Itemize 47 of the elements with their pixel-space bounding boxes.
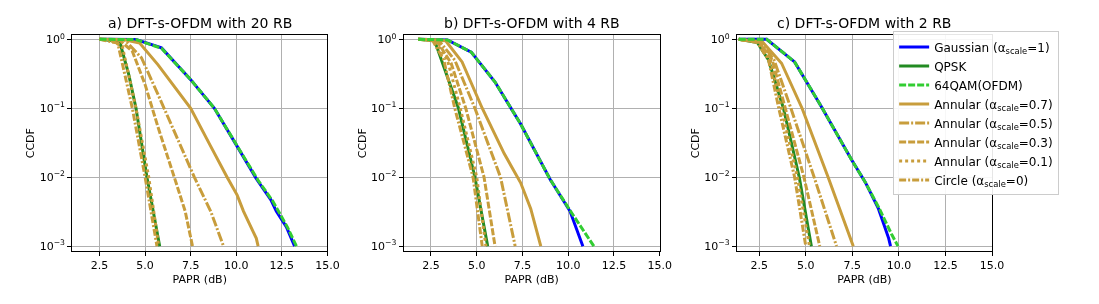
legend-label: Circle (α$_{scale}$=0) xyxy=(934,173,1029,190)
x-tick-label: 2.5 xyxy=(422,259,440,273)
x-tick-label: 15.0 xyxy=(979,259,1005,273)
x-tick-label: 7.5 xyxy=(843,259,862,273)
y-tick-label: 10$^{0}$ xyxy=(710,31,730,47)
y-tick-label: 10$^{−2}$ xyxy=(704,169,730,185)
y-tick-label: 10$^{−2}$ xyxy=(371,169,397,185)
y-tick-label: 10$^{−2}$ xyxy=(39,169,66,185)
y-tick-label: 10$^{0}$ xyxy=(377,31,397,47)
x-tick-label: 10.0 xyxy=(555,259,581,273)
y-tick-label: 10$^{−1}$ xyxy=(371,100,397,116)
chart-title: b) DFT-s-OFDM with 4 RB xyxy=(444,15,620,31)
x-tick-label: 12.5 xyxy=(933,259,958,273)
x-tick-label: 15.0 xyxy=(647,259,672,273)
y-tick-label: 10$^{−1}$ xyxy=(39,100,66,116)
y-tick-label: 10$^{−3}$ xyxy=(704,238,730,254)
y-axis-title: CCDF xyxy=(355,128,369,159)
x-tick-label: 2.5 xyxy=(90,259,109,273)
legend-label: Gaussian (α$_{scale}$=1) xyxy=(934,40,1050,57)
x-tick-label: 15.0 xyxy=(315,259,340,273)
y-tick-label: 10$^{−3}$ xyxy=(39,238,66,254)
x-tick-label: 10.0 xyxy=(886,259,912,273)
chart-title: a) DFT-s-OFDM with 20 RB xyxy=(108,15,293,31)
x-tick-label: 7.5 xyxy=(513,259,532,273)
legend-label: Annular (α$_{scale}$=0.5) xyxy=(934,116,1053,133)
x-axis-title: PAPR (dB) xyxy=(504,273,559,287)
legend-label: Annular (α$_{scale}$=0.3) xyxy=(934,135,1053,152)
y-axis-title: CCDF xyxy=(24,128,38,159)
chart-title: c) DFT-s-OFDM with 2 RB xyxy=(777,15,952,31)
x-tick-label: 5.0 xyxy=(467,259,486,273)
y-tick-label: 10$^{0}$ xyxy=(46,31,66,47)
x-tick-label: 5.0 xyxy=(136,259,154,273)
legend-label: QPSK xyxy=(934,59,968,74)
x-tick-label: 2.5 xyxy=(750,259,768,273)
legend-label: 64QAM(OFDM) xyxy=(934,78,1023,93)
legend-label: Annular (α$_{scale}$=0.1) xyxy=(934,154,1053,171)
x-tick-label: 12.5 xyxy=(269,259,295,273)
x-axis-title: PAPR (dB) xyxy=(837,273,892,287)
x-tick-label: 10.0 xyxy=(224,259,249,273)
y-tick-label: 10$^{−3}$ xyxy=(371,238,397,254)
x-axis-title: PAPR (dB) xyxy=(172,273,227,287)
y-tick-label: 10$^{−1}$ xyxy=(704,100,730,116)
x-tick-label: 7.5 xyxy=(181,259,200,273)
x-tick-label: 5.0 xyxy=(797,259,815,273)
y-axis-title: CCDF xyxy=(688,128,702,159)
legend-label: Annular (α$_{scale}$=0.7) xyxy=(934,97,1053,114)
x-tick-label: 12.5 xyxy=(601,259,627,273)
